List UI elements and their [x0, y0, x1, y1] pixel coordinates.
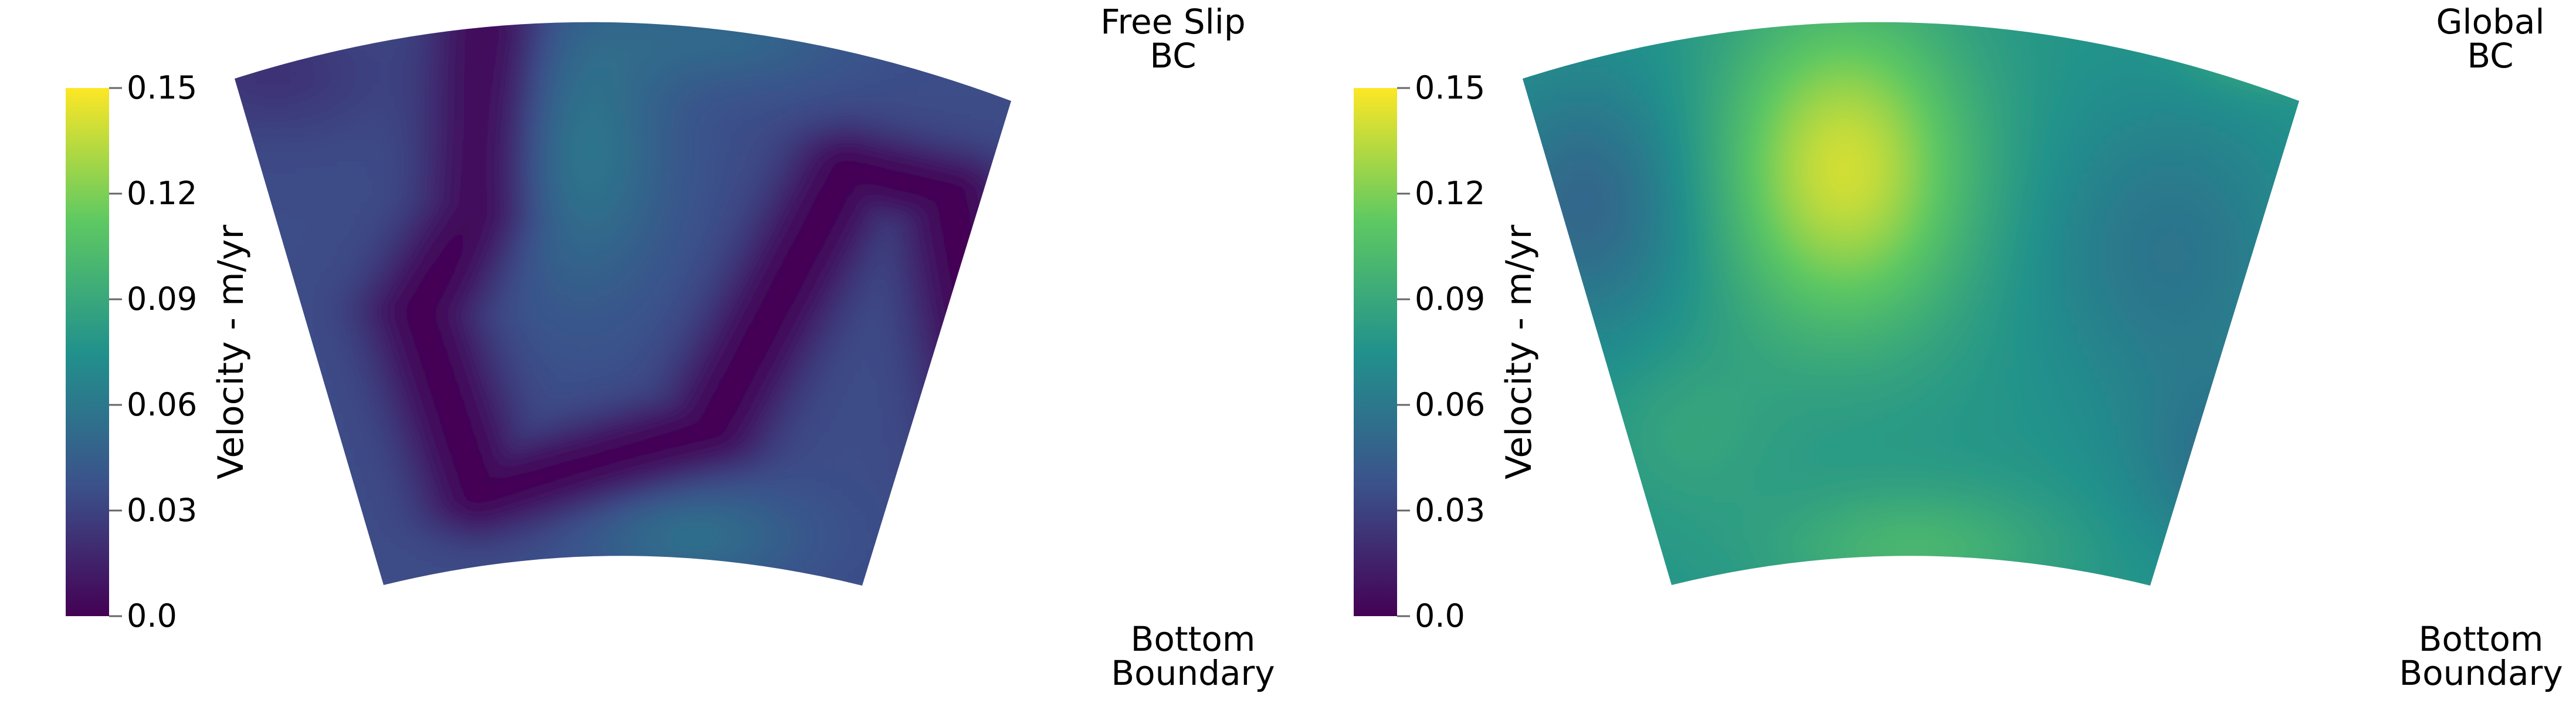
plot-panel-free-slip: Free Slip BC Bottom Boundary Velocity - …	[66, 5, 1275, 690]
colorbar-ticks	[1397, 87, 1410, 617]
velocity-field	[235, 22, 1011, 586]
colorbar-tick-label: 0.12	[1415, 175, 1486, 212]
velocity-field	[1523, 22, 2299, 586]
colorbar-tick-label: 0.06	[127, 386, 198, 423]
bottom-boundary-label-line-2: Boundary	[2399, 653, 2563, 693]
colorbar-title: Velocity - m/yr	[211, 224, 252, 480]
colorbar	[1354, 88, 1397, 616]
colorbar-tick-label: 0.09	[1415, 280, 1486, 317]
velocity-field-image	[235, 22, 1011, 586]
panel-title-line-2: BC	[2467, 36, 2514, 76]
plot-panel-global: Global BC Bottom Boundary Velocity - m/y…	[1288, 0, 2576, 703]
colorbar	[66, 88, 109, 616]
bottom-boundary-label: Bottom Boundary	[1111, 622, 1275, 690]
panel-title: Free Slip BC	[1100, 5, 1245, 73]
colorbar-tick-label: 0.09	[127, 280, 198, 317]
bottom-boundary-label-line-1: Bottom	[2418, 619, 2544, 659]
colorbar-tick-label: 0.15	[1415, 69, 1486, 106]
panel-title-line-2: BC	[1150, 36, 1197, 76]
colorbar-tick-label: 0.03	[127, 492, 198, 529]
velocity-field-svg	[1354, 22, 2299, 617]
colorbar-tick-label: 0.03	[1415, 492, 1486, 529]
colorbar-tick-label: 0.12	[127, 175, 198, 212]
bottom-boundary-label: Bottom Boundary	[2399, 622, 2563, 690]
colorbar-tick-label: 0.06	[1415, 386, 1486, 423]
panel-title: Global BC	[2436, 5, 2544, 73]
panel-title-line-1: Global	[2436, 2, 2545, 42]
bottom-boundary-label-line-2: Boundary	[1111, 653, 1275, 693]
bottom-boundary-label-line-1: Bottom	[1130, 619, 1256, 659]
colorbar-tick-label: 0.15	[127, 69, 198, 106]
colorbar-tick-label: 0.0	[127, 597, 177, 634]
panel-title-line-1: Free Slip	[1100, 2, 1246, 42]
colorbar-ticks	[109, 87, 122, 617]
colorbar-title: Velocity - m/yr	[1499, 224, 1540, 480]
velocity-field-svg	[66, 22, 1011, 617]
colorbar-tick-label: 0.0	[1415, 597, 1465, 634]
velocity-field-image	[1523, 22, 2299, 586]
